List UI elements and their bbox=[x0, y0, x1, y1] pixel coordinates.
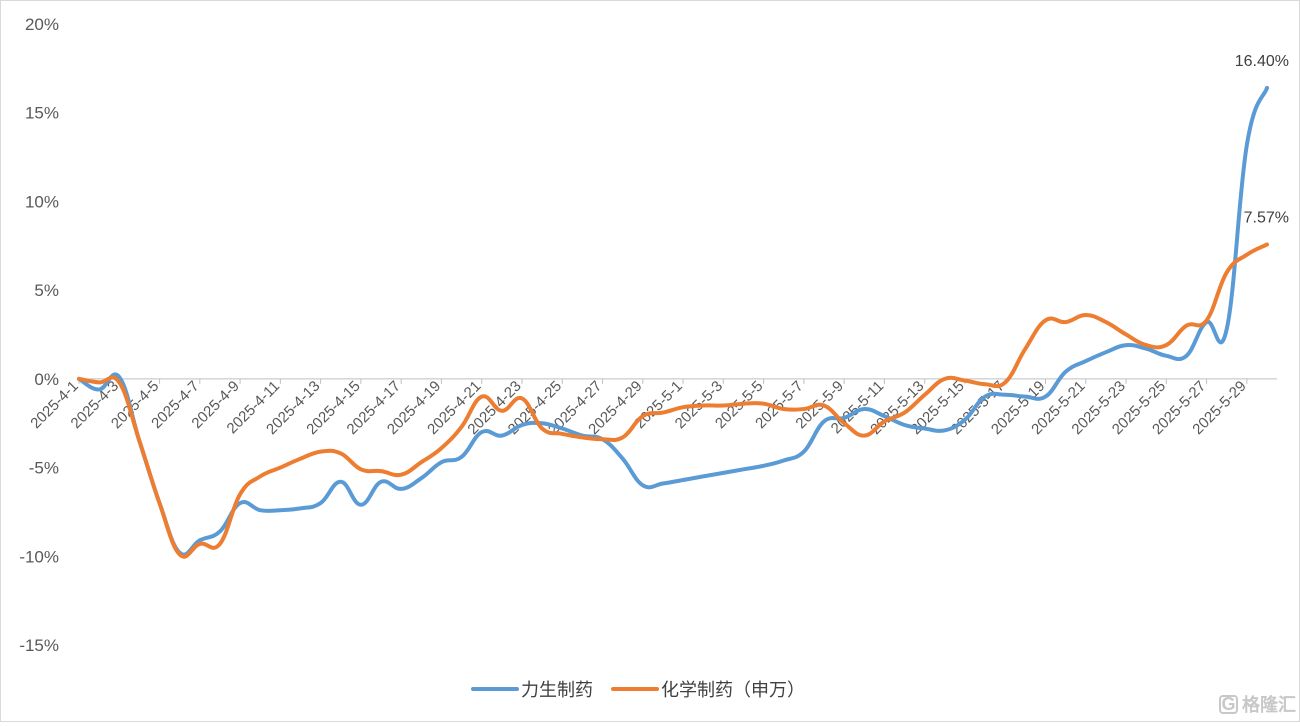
legend-label: 化学制药（申万） bbox=[661, 680, 805, 700]
y-tick-label: -5% bbox=[29, 459, 59, 478]
y-tick-label: 5% bbox=[34, 281, 59, 300]
watermark-logo-glyph: G bbox=[1221, 694, 1235, 714]
y-tick-label: -15% bbox=[19, 636, 59, 655]
end-data-label: 7.57% bbox=[1244, 210, 1289, 227]
watermark-logo-icon bbox=[1219, 695, 1238, 714]
legend: 力生制药 化学制药（申万） bbox=[471, 680, 805, 700]
end-data-label: 16.40% bbox=[1235, 53, 1289, 70]
series-lines bbox=[77, 85, 1269, 559]
y-axis: 20% 15% 10% 5% 0% -5% -10% -15% bbox=[19, 15, 59, 655]
watermark: G 格隆汇 bbox=[1219, 694, 1296, 715]
x-axis-labels: 2025-4-12025-4-32025-4-52025-4-72025-4-9… bbox=[27, 378, 1249, 438]
y-tick-label: 0% bbox=[34, 370, 59, 389]
y-tick-label: 20% bbox=[25, 15, 59, 34]
y-tick-label: 15% bbox=[25, 104, 59, 123]
series-line-0 bbox=[77, 85, 1269, 557]
y-tick-label: 10% bbox=[25, 192, 59, 211]
end-labels: 16.40% 7.57% bbox=[1235, 53, 1289, 227]
watermark-text: 格隆汇 bbox=[1242, 694, 1296, 715]
y-tick-label: -10% bbox=[19, 547, 59, 566]
series-line-1 bbox=[77, 242, 1269, 559]
legend-label: 力生制药 bbox=[521, 680, 593, 700]
